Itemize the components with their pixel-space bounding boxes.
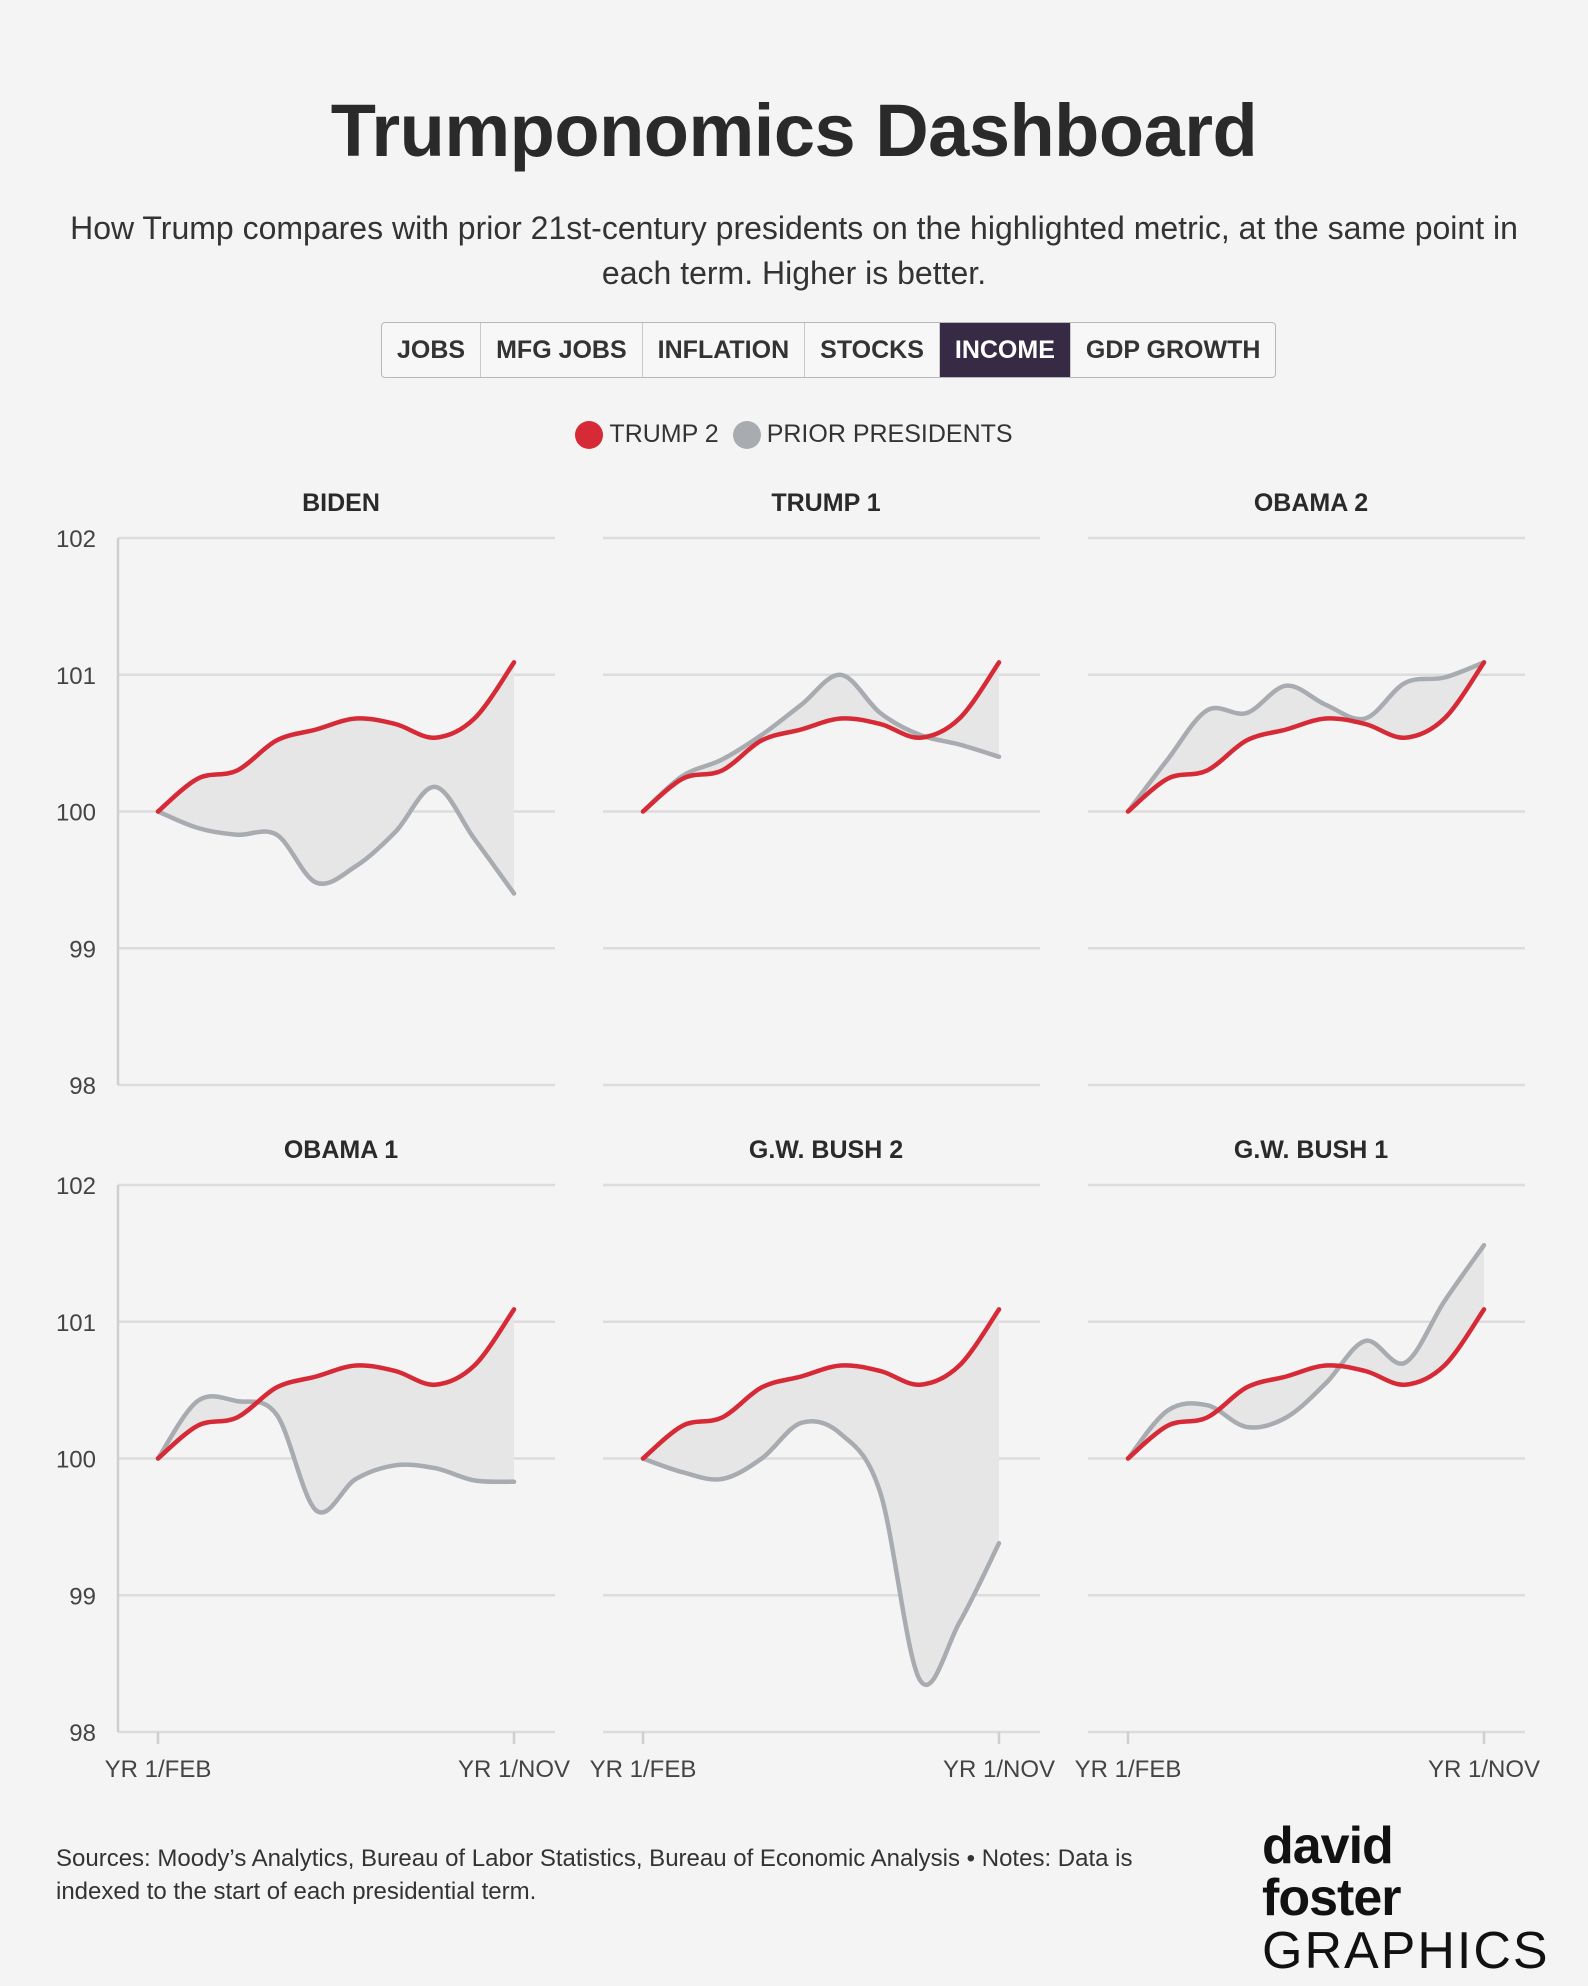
series-line-prior: [1125, 1242, 1487, 1461]
legend-item-trump2: TRUMP 2: [575, 420, 719, 449]
series-line-trump2: [1125, 1307, 1487, 1461]
tab-inflation[interactable]: INFLATION: [643, 323, 806, 377]
y-tick-label: 98: [69, 1720, 96, 1747]
chart-panel-g-w-bush-2: G.W. BUSH 2 YR 1/FEB YR 1/NOV: [590, 1136, 1055, 1783]
y-tick-label: 98: [69, 1073, 96, 1100]
y-tick-label: 100: [56, 1447, 96, 1474]
tab-jobs[interactable]: JOBS: [382, 323, 482, 377]
tab-stocks[interactable]: STOCKS: [805, 323, 940, 377]
chart-title: G.W. BUSH 2: [749, 1136, 903, 1164]
series-line-trump2: [155, 660, 517, 814]
x-tick-label: YR 1/NOV: [1428, 1756, 1540, 1783]
y-tick-label: 101: [56, 1310, 96, 1337]
legend-label-prior: PRIOR PRESIDENTS: [766, 420, 1013, 448]
y-tick-label: 101: [56, 663, 96, 690]
chart-panel-trump-1: TRUMP 1: [603, 489, 1040, 1087]
series-line-trump2: [640, 660, 1002, 814]
chart-title: OBAMA 1: [284, 1136, 398, 1164]
chart-legend: TRUMP 2 PRIOR PRESIDENTS: [0, 420, 1588, 449]
series-line-prior: [1125, 660, 1487, 814]
chart-title: G.W. BUSH 1: [1234, 1136, 1388, 1164]
chart-title: TRUMP 1: [771, 489, 880, 517]
x-tick-label: YR 1/NOV: [943, 1756, 1055, 1783]
x-tick-label: YR 1/FEB: [105, 1756, 212, 1783]
series-line-prior: [155, 784, 517, 896]
legend-swatch-prior: [732, 420, 761, 449]
legend-label-trump2: TRUMP 2: [609, 420, 719, 448]
y-tick-label: 102: [56, 1173, 96, 1200]
series-line-trump2: [640, 1307, 1002, 1461]
tab-mfg-jobs[interactable]: MFG JOBS: [481, 323, 643, 377]
chart-title: BIDEN: [302, 489, 380, 517]
legend-item-prior: PRIOR PRESIDENTS: [732, 420, 1013, 449]
difference-area: [643, 1309, 999, 1685]
difference-area: [158, 662, 514, 894]
series-line-trump2: [1125, 660, 1487, 814]
metric-tabs: JOBS MFG JOBS INFLATION STOCKS INCOME GD…: [381, 322, 1277, 378]
series-line-trump2: [155, 1307, 517, 1461]
series-line-prior: [155, 1394, 517, 1515]
footer-sources: Sources: Moody’s Analytics, Bureau of La…: [56, 1845, 1133, 1905]
series-line-prior: [640, 1419, 1002, 1688]
difference-area: [158, 1309, 514, 1513]
difference-area: [1128, 1245, 1484, 1459]
tab-income[interactable]: INCOME: [939, 323, 1071, 377]
page-subtitle: How Trump compares with prior 21st-centu…: [70, 210, 1518, 291]
chart-title: OBAMA 2: [1254, 489, 1368, 517]
y-tick-label: 100: [56, 800, 96, 827]
x-tick-label: YR 1/FEB: [590, 1756, 697, 1783]
logo-text-top: david foster: [1262, 1817, 1401, 1927]
y-tick-label: 99: [69, 936, 96, 963]
y-tick-label: 99: [69, 1583, 96, 1610]
david-foster-graphics-logo: david foster GRAPHICS: [1262, 1817, 1550, 1980]
logo-text-bottom: GRAPHICS: [1262, 1922, 1550, 1980]
tab-gdp-growth[interactable]: GDP GROWTH: [1085, 336, 1261, 364]
y-tick-label: 102: [56, 526, 96, 553]
page-title: Trumponomics Dashboard: [330, 89, 1258, 172]
series-line-prior: [640, 672, 1002, 814]
x-tick-label: YR 1/FEB: [1075, 1756, 1182, 1783]
chart-panel-obama-2: OBAMA 2: [1088, 489, 1525, 1087]
chart-panel-biden: BIDEN 98 99 100 101 102: [56, 489, 555, 1100]
x-tick-label: YR 1/NOV: [458, 1756, 570, 1783]
chart-panel-g-w-bush-1: G.W. BUSH 1 YR 1/FEB YR 1/NOV: [1075, 1136, 1540, 1783]
chart-panel-obama-1: OBAMA 1 98 99 100 101 102 YR 1/FEB YR 1/NOV: [56, 1136, 570, 1783]
difference-area: [1128, 662, 1484, 812]
small-multiples-charts: BIDEN 98 99 100 101 102 TRUMP 1 OBAMA 2 OBAMA 1 9…: [56, 489, 1540, 1783]
legend-swatch-trump2: [575, 420, 604, 449]
